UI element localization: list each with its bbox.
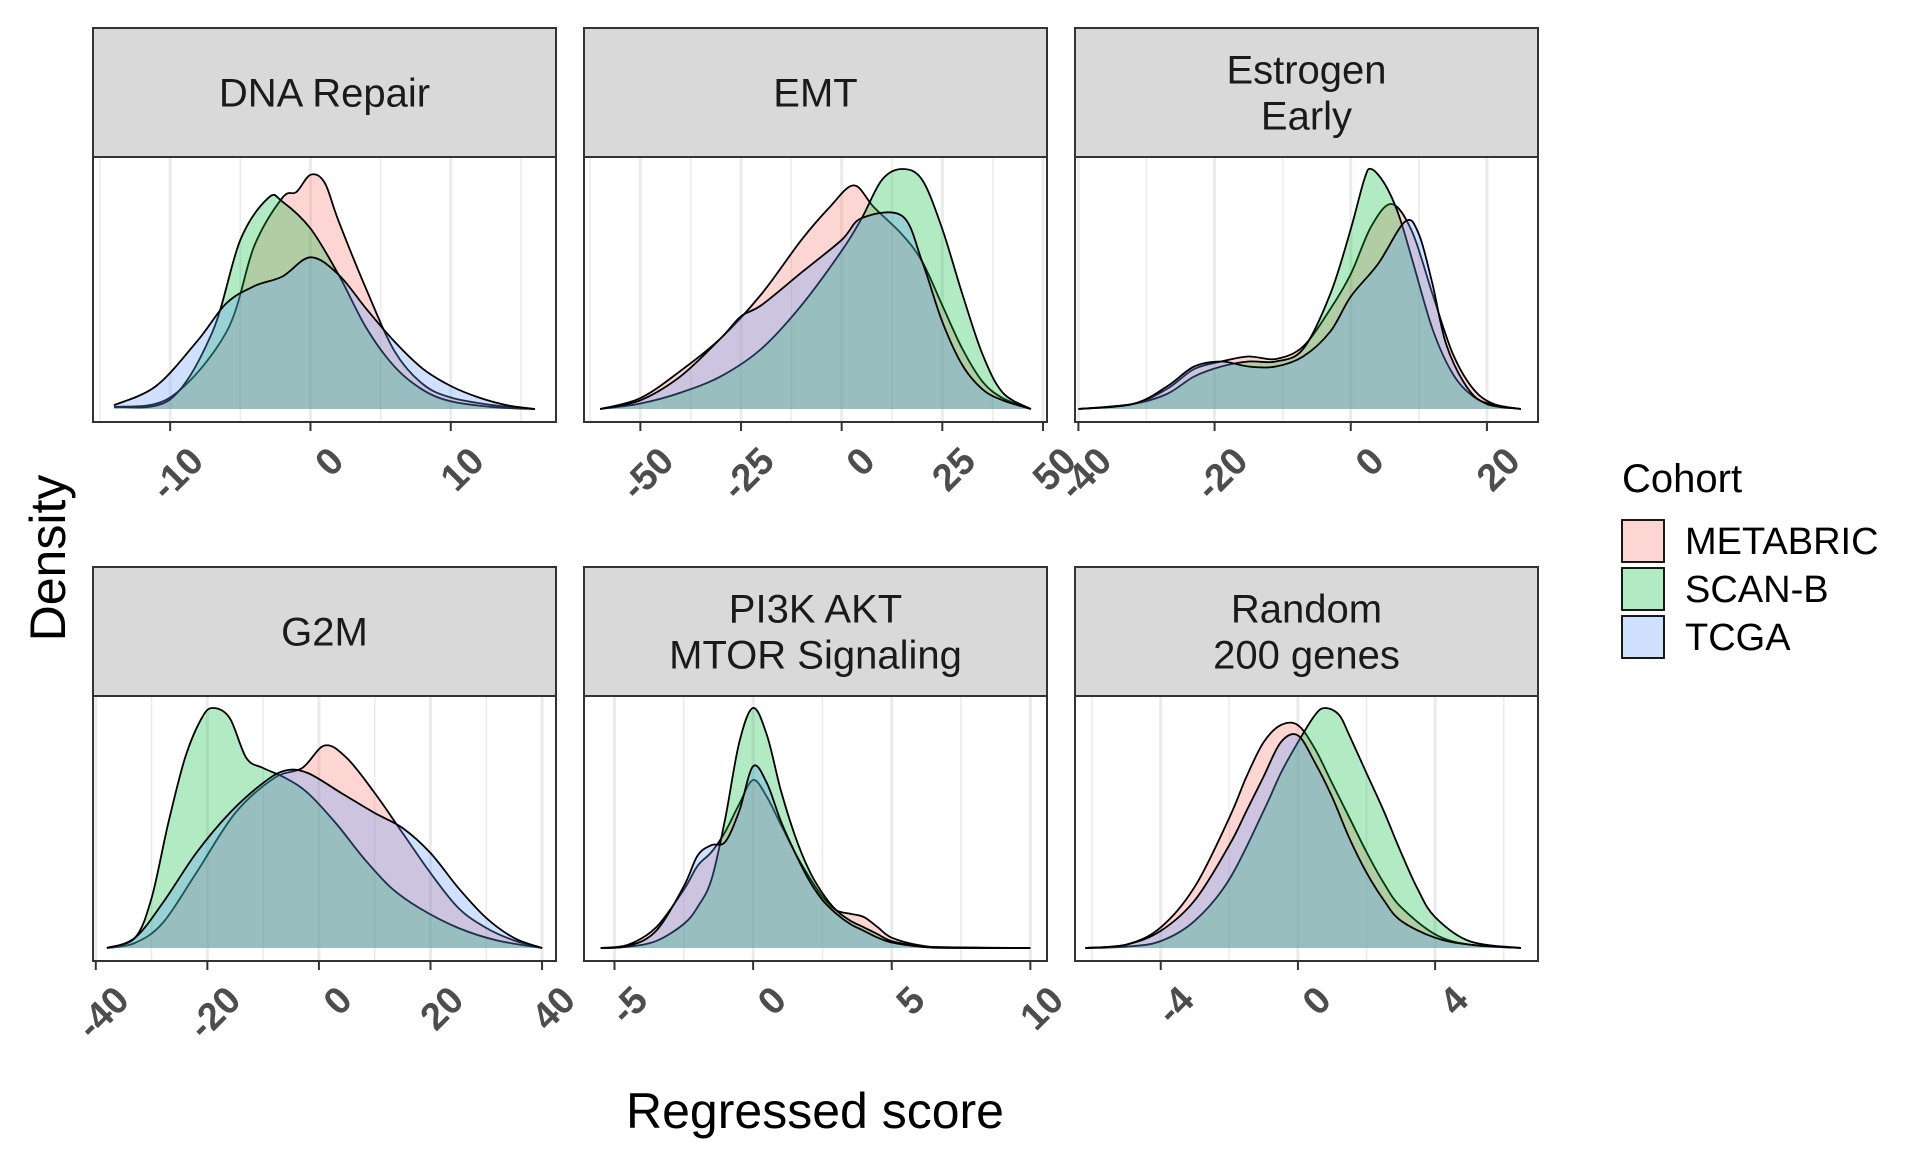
panel-border xyxy=(92,695,557,962)
panel-border xyxy=(583,156,1048,423)
density-line-metabric xyxy=(113,173,536,410)
density-line-scan-b xyxy=(106,707,543,949)
legend-label: TCGA xyxy=(1685,617,1791,659)
density-area-tcga xyxy=(114,257,535,409)
density-area-metabric xyxy=(600,779,1031,948)
panel-border xyxy=(92,156,557,423)
facet-panel: EMT-50 -25 0 25 50 xyxy=(583,27,1085,509)
facet-strip xyxy=(1074,27,1539,158)
facet-strip xyxy=(583,566,1048,697)
facet-strip-label: PI3K AKT xyxy=(729,588,902,632)
legend-key xyxy=(1621,615,1665,659)
legend-key xyxy=(1621,519,1665,563)
density-line-scan-b xyxy=(599,168,1032,410)
density-area-scan-b xyxy=(106,708,543,948)
gridlines xyxy=(94,696,544,961)
density-area-scan-b xyxy=(1078,168,1521,409)
density-area-scan-b xyxy=(600,707,1031,948)
facet-strip xyxy=(92,27,557,158)
panel-border xyxy=(583,695,1048,962)
legend-label: METABRIC xyxy=(1685,521,1879,563)
density-line-metabric xyxy=(1078,203,1522,410)
legend-label: SCAN-B xyxy=(1685,569,1829,611)
y-axis-title: Density xyxy=(20,475,76,642)
panel-border xyxy=(1074,156,1539,423)
legend-title: Cohort xyxy=(1622,457,1742,501)
density-line-scan-b xyxy=(113,193,536,410)
density-area-metabric xyxy=(114,174,535,409)
legend-item-scan-b: SCAN-B xyxy=(1621,567,1829,611)
density-area-metabric xyxy=(600,185,1031,409)
plot-background xyxy=(93,696,556,961)
facet-strip-label: Early xyxy=(1261,95,1352,139)
density-area-scan-b xyxy=(114,194,535,409)
panel-border xyxy=(1074,695,1539,962)
facet-strip-label: Random xyxy=(1231,588,1382,632)
density-line-scan-b xyxy=(1078,167,1522,410)
density-line-scan-b xyxy=(1085,707,1522,949)
plot-background xyxy=(584,157,1047,422)
density-line-scan-b xyxy=(600,707,1031,949)
density-area-tcga xyxy=(600,765,1031,949)
legend-item-tcga: TCGA xyxy=(1621,615,1791,659)
x-axis-title: Regressed score xyxy=(626,1083,1004,1139)
gridlines xyxy=(1076,157,1489,422)
density-line-tcga xyxy=(106,768,543,949)
legend-key xyxy=(1621,567,1665,611)
plot-background xyxy=(584,696,1047,961)
facet-strip-label: EMT xyxy=(773,72,857,116)
density-line-tcga xyxy=(113,256,536,410)
facet-strip-label: MTOR Signaling xyxy=(669,634,962,678)
density-line-tcga xyxy=(600,764,1031,949)
plot-background xyxy=(1075,696,1538,961)
density-area-tcga xyxy=(1085,734,1521,948)
facet-strip-label: G2M xyxy=(281,611,368,655)
density-line-metabric xyxy=(599,184,1032,410)
density-line-metabric xyxy=(106,744,543,949)
legend-item-metabric: METABRIC xyxy=(1621,519,1879,563)
facet-strip-label: 200 genes xyxy=(1213,634,1400,678)
facet-strip-label: Estrogen xyxy=(1226,49,1386,93)
density-line-tcga xyxy=(1085,733,1521,949)
density-line-metabric xyxy=(1085,721,1521,949)
density-area-scan-b xyxy=(600,169,1031,409)
gridlines xyxy=(99,157,522,422)
density-area-scan-b xyxy=(1085,708,1521,948)
legend: Cohort METABRIC SCAN-B TCGA xyxy=(1621,457,1879,659)
gridlines xyxy=(612,696,1032,961)
gridlines xyxy=(589,157,1045,422)
density-area-tcga xyxy=(600,212,1031,409)
density-area-tcga xyxy=(106,769,543,948)
density-area-tcga xyxy=(1078,219,1521,409)
density-line-tcga xyxy=(1078,218,1522,410)
density-area-metabric xyxy=(106,745,543,948)
density-line-tcga xyxy=(599,211,1032,410)
facet-panel: DNA Repair-10 0 10 xyxy=(92,27,557,509)
facet-strip xyxy=(92,566,557,697)
facet-panel: G2M-40 -20 0 20 40 xyxy=(69,566,584,1048)
density-area-metabric xyxy=(1085,722,1521,948)
facet-strip xyxy=(1074,566,1539,697)
facet-strip xyxy=(583,27,1048,158)
facet-strip-label: DNA Repair xyxy=(219,72,430,116)
